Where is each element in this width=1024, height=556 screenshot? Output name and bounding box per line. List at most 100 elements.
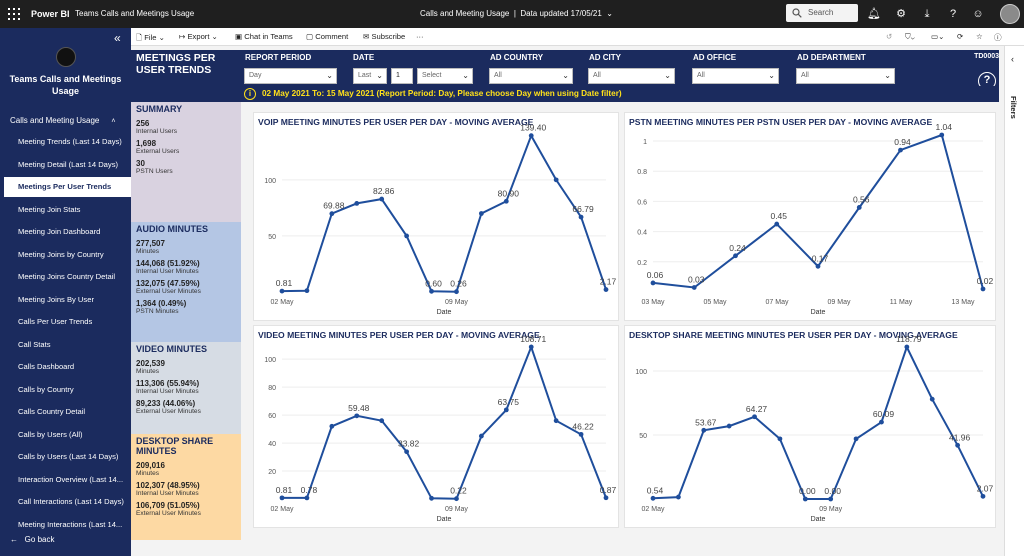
left-nav: « Teams Calls and Meetings Usage Calls a… — [0, 28, 131, 556]
nav-item[interactable]: Meeting Joins By User — [18, 294, 94, 304]
nav-item[interactable]: Meeting Interactions (Last 14... — [18, 519, 123, 529]
data-point — [329, 423, 335, 429]
data-label: 0.78 — [301, 485, 318, 495]
pstn-chart-card[interactable]: PSTN MEETING MINUTES PER PSTN USER PER D… — [624, 112, 996, 321]
bookmark-icon[interactable]: ⛉⌄ — [905, 32, 915, 41]
chevron-down-icon[interactable]: ⌄ — [606, 9, 613, 18]
data-point — [528, 133, 534, 139]
chat-in-teams-button[interactable]: ▣ Chat in Teams — [235, 32, 293, 41]
brand-name[interactable]: Power BI — [31, 9, 70, 19]
help-icon[interactable]: ? — [949, 8, 957, 20]
data-point — [478, 211, 484, 216]
nav-item[interactable]: Meeting Join Dashboard — [18, 227, 101, 236]
report-header[interactable]: Calls and Meeting Usage | Data updated 1… — [420, 9, 613, 18]
nav-item[interactable]: Meeting Detail (Last 14 Days) — [18, 159, 119, 169]
reset-icon[interactable]: ↺ — [886, 32, 893, 41]
arrow-left-icon: ← — [10, 535, 25, 544]
ad-department-dropdown[interactable]: All ⌄ — [796, 68, 895, 84]
nav-item[interactable]: Calls by Country — [18, 384, 74, 394]
workspace-name[interactable]: Teams Calls and Meetings Usage — [75, 9, 195, 18]
kpi-label: External User Minutes — [136, 288, 201, 295]
info-icon[interactable]: ⓘ — [994, 33, 1002, 42]
ad-city-dropdown[interactable]: All ⌄ — [588, 68, 675, 84]
data-point — [603, 287, 609, 292]
voip-chart-card[interactable]: VOIP MEETING MINUTES PER USER PER DAY - … — [253, 112, 619, 321]
kpi-label: Internal User Minutes — [136, 388, 199, 395]
avatar[interactable] — [1000, 4, 1020, 24]
gear-icon[interactable]: ⚙ — [896, 8, 906, 20]
y-tick-label: 1 — [643, 139, 647, 146]
nav-item[interactable]: Calls by Users (Last 14 Days) — [18, 452, 119, 461]
y-tick-label: 100 — [635, 369, 647, 376]
kpi-header: DESKTOP SHARE MINUTES — [136, 436, 214, 456]
nav-item[interactable]: Interaction Overview (Last 14... — [18, 474, 124, 484]
nav-item[interactable]: Meetings Per User Trends — [0, 177, 131, 197]
more-options-button[interactable]: ··· — [416, 32, 424, 41]
chevron-left-icon[interactable]: ‹ — [1011, 54, 1014, 64]
data-label: 2.17 — [600, 277, 617, 287]
nav-item[interactable]: Calls Dashboard — [18, 362, 75, 371]
date-unit-dropdown[interactable]: Select ⌄ — [417, 68, 473, 84]
nav-item[interactable]: Meeting Trends (Last 14 Days) — [18, 137, 122, 146]
nav-item[interactable]: Calls by Users (All) — [18, 429, 83, 439]
data-point — [980, 286, 986, 292]
date-count-input[interactable]: 1 — [391, 68, 413, 84]
data-point — [929, 396, 935, 402]
download-icon[interactable]: ⤓ — [924, 8, 930, 20]
nav-section-label: Calls and Meeting Usage — [10, 116, 100, 125]
series-line — [281, 133, 607, 293]
kpi-value: 256 — [136, 119, 150, 128]
data-label: 0.22 — [450, 486, 467, 496]
nav-item[interactable]: Meeting Joins Country Detail — [18, 272, 116, 281]
nav-item[interactable]: Calls Country Detail — [18, 407, 86, 416]
filters-pane[interactable]: ‹ Filters — [1004, 46, 1024, 556]
nav-item[interactable]: Call Stats — [18, 339, 51, 349]
data-label: 0.17 — [812, 253, 829, 263]
data-label: 41.96 — [949, 432, 971, 442]
favorite-icon[interactable]: ☆ — [976, 32, 983, 41]
file-menu[interactable]: 🗋︎ File ⌄ — [136, 33, 165, 42]
nav-item[interactable]: Call Interactions (Last 14 Days) — [18, 497, 124, 506]
voip-line-chart: 50 100 02 May 09 May Date 0.81 69.88 82.86 0.60 0… — [264, 123, 617, 316]
data-point — [752, 414, 757, 420]
go-back-button[interactable]: ← Go back — [10, 535, 54, 544]
desktop-share-chart-card[interactable]: DESKTOP SHARE MEETING MINUTES PER USER P… — [624, 325, 996, 528]
date-relative-dropdown[interactable]: Last ⌄ — [353, 68, 387, 84]
view-icon[interactable]: ▭⌄ — [931, 32, 945, 41]
search-placeholder: Search — [808, 8, 834, 17]
nav-section[interactable]: Calls and Meeting Usage ˄ — [10, 116, 115, 125]
data-point — [904, 344, 910, 350]
nav-item[interactable]: Meeting Joins by Country — [18, 249, 104, 259]
x-tick-label: 09 May — [828, 299, 851, 306]
data-point — [279, 288, 285, 294]
ad-office-dropdown[interactable]: All ⌄ — [692, 68, 779, 84]
nav-item[interactable]: Calls Per User Trends — [18, 317, 93, 326]
data-label: 64.27 — [746, 404, 768, 414]
data-label: 0.03 — [688, 274, 705, 284]
ad-country-dropdown[interactable]: All ⌄ — [489, 68, 573, 84]
data-point — [650, 495, 656, 501]
y-tick-label: 100 — [264, 357, 276, 364]
subscribe-button[interactable]: ✉ Subscribe — [363, 32, 405, 41]
refresh-icon[interactable]: ⟳ — [957, 32, 964, 41]
collapse-nav-icon[interactable]: « — [114, 31, 121, 45]
search-icon — [792, 8, 802, 18]
feedback-smile-icon[interactable]: ☺ — [972, 8, 984, 20]
x-axis-label: Date — [811, 516, 826, 523]
data-point — [503, 407, 509, 413]
subscribe-label: Subscribe — [371, 32, 406, 41]
nav-item[interactable]: Meeting Join Stats — [18, 204, 81, 214]
app-launcher-icon[interactable] — [8, 8, 20, 20]
data-point — [691, 285, 697, 290]
ad-country-value: All — [494, 72, 502, 79]
comment-button[interactable]: ▢ Comment — [306, 32, 348, 41]
data-point — [955, 442, 961, 448]
report-code: TD0003 — [974, 53, 999, 60]
search-input[interactable]: Search — [786, 4, 858, 22]
data-point — [856, 205, 862, 210]
bell-icon[interactable]: 🔔︎ — [867, 8, 881, 20]
video-chart-card[interactable]: VIDEO MEETING MINUTES PER USER PER DAY -… — [253, 325, 619, 528]
export-menu[interactable]: ↦ Export ⌄ — [179, 32, 218, 41]
report-title: Calls and Meeting Usage — [420, 9, 510, 18]
report-period-dropdown[interactable]: Day ⌄ — [244, 68, 337, 84]
